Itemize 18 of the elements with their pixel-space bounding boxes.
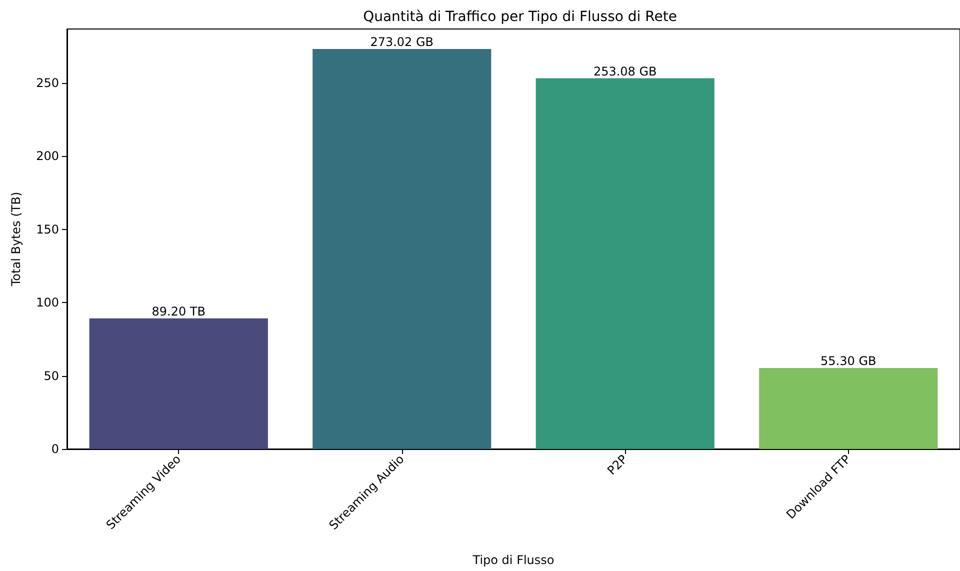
y-tick-label: 50 (44, 368, 59, 383)
bar (536, 78, 714, 449)
data-label: 273.02 GB (370, 35, 434, 50)
x-tick-label: P2P (604, 452, 630, 478)
y-tick-label: 100 (36, 296, 59, 310)
bar (759, 368, 938, 449)
data-label: 55.30 GB (820, 354, 876, 368)
y-tick-label: 150 (36, 222, 59, 236)
data-label: 253.08 GB (593, 64, 657, 78)
data-label: 89.20 TB (152, 304, 206, 318)
bar (312, 49, 492, 449)
y-axis-title: Total Bytes (TB) (9, 192, 23, 288)
y-tick-label: 0 (51, 442, 59, 456)
bar (89, 318, 268, 449)
y-tick-label: 200 (36, 149, 59, 164)
y-tick-label: 250 (36, 76, 59, 90)
x-axis-title: Tipo di Flusso (472, 553, 554, 567)
chart-title: Quantità di Traffico per Tipo di Flusso di Rete (363, 9, 677, 25)
